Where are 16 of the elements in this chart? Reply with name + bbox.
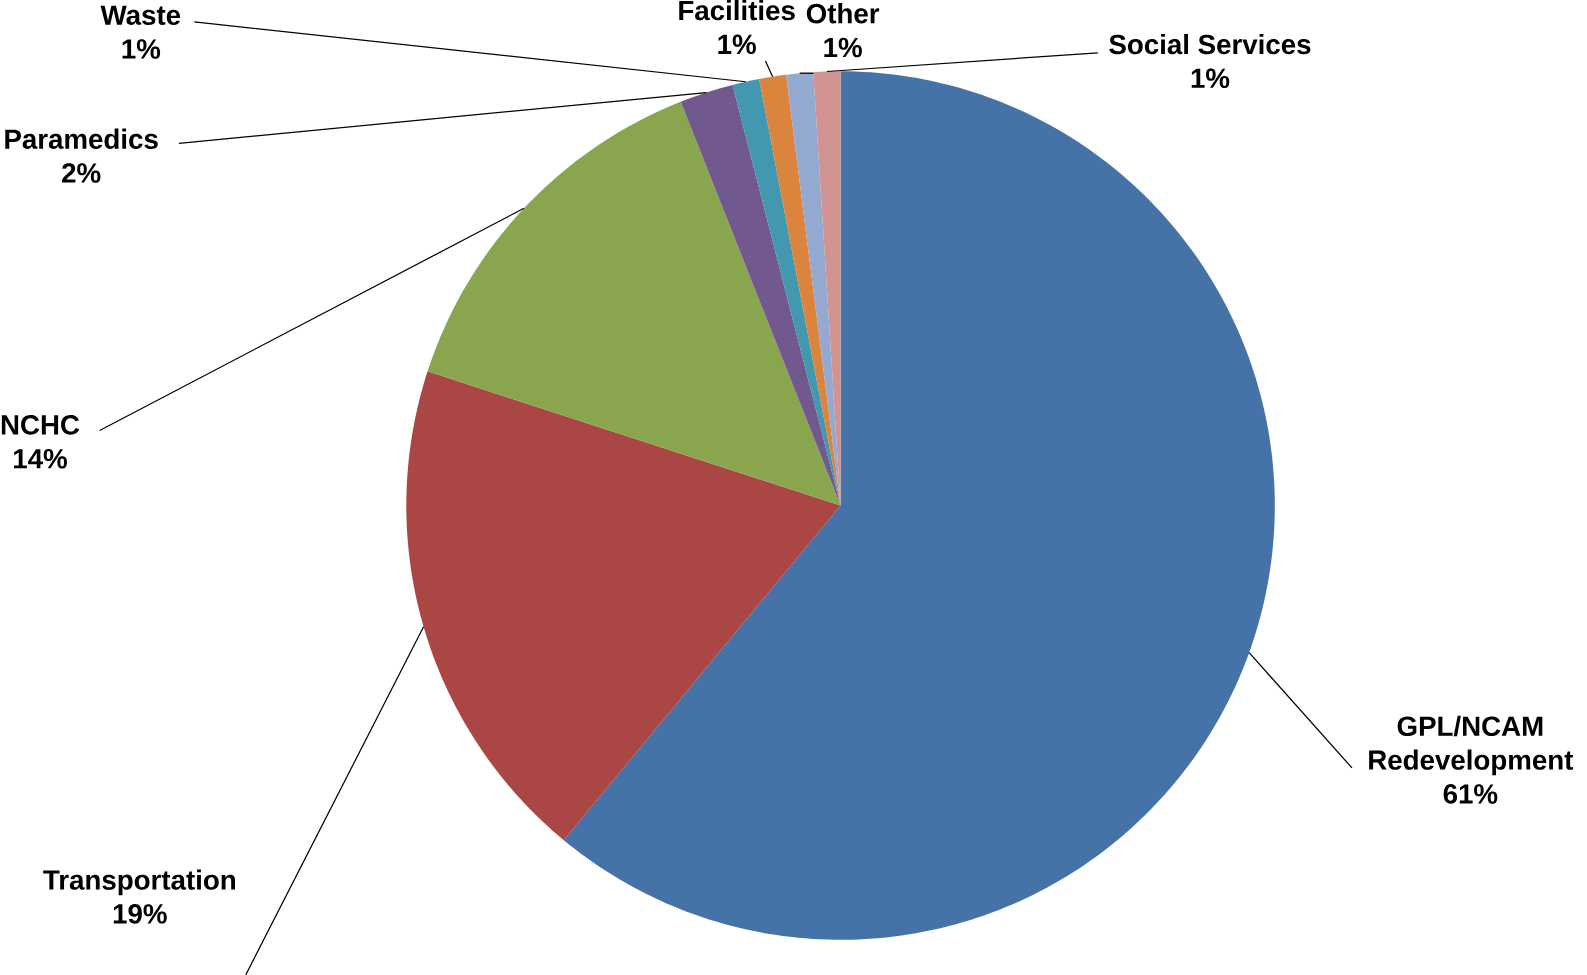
data-label: 61% <box>1443 783 1498 804</box>
slice-label: Paramedics <box>5 128 158 149</box>
slice-label: GPL/NCAM Redevelopment <box>1369 715 1574 776</box>
slice-label: Social Services <box>1109 33 1311 55</box>
data-label: 2% <box>62 162 101 183</box>
slice-label: NCHC <box>1 414 80 435</box>
data-label: 19% <box>113 903 167 924</box>
data-label: 14% <box>14 448 67 469</box>
slice-label: Transportation <box>43 869 235 896</box>
data-label: 1% <box>824 37 862 57</box>
data-label: 1% <box>1191 68 1230 88</box>
slice-label: Waste <box>100 5 181 25</box>
slice-label: Other <box>806 2 880 24</box>
data-label: 1% <box>122 39 161 59</box>
data-label: 1% <box>718 34 756 54</box>
slice-label: Facilities <box>679 0 795 21</box>
